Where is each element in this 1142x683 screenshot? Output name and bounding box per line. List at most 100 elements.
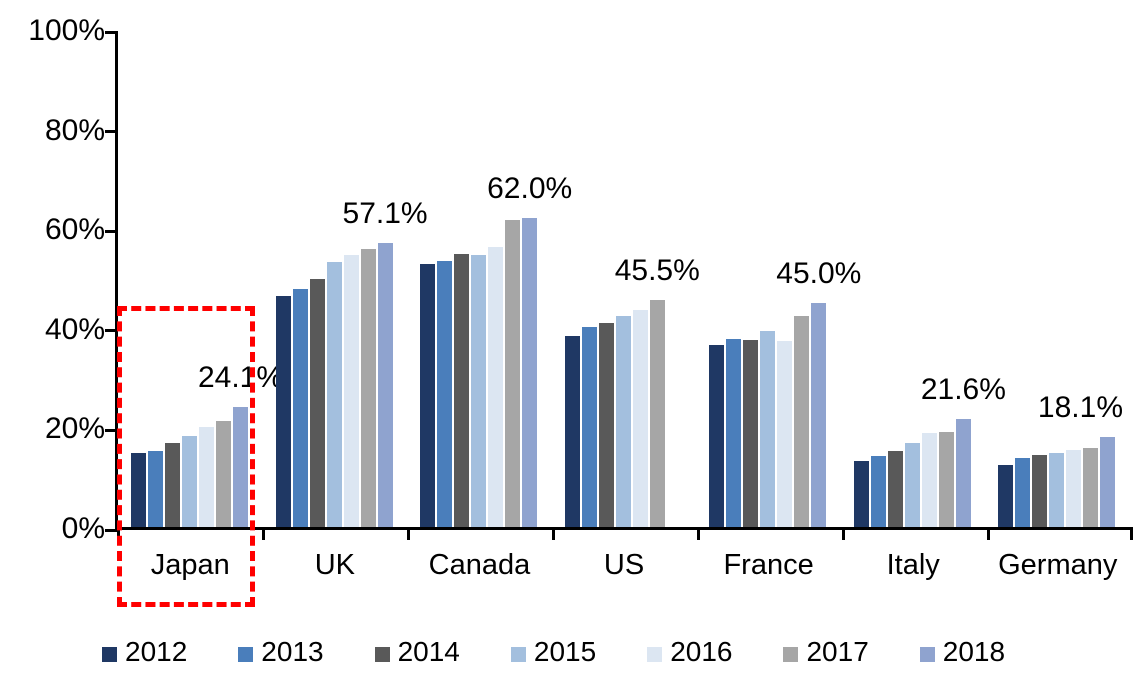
bar-group-japan: 24.1% Japan xyxy=(118,32,283,581)
plot-area: 24.1% Japan 57.1% UK 62.0% Canada 45.5% US 45.0%… xyxy=(105,30,1133,581)
bar-canada-2014 xyxy=(454,254,470,527)
bar-italy-2018 xyxy=(955,419,971,527)
legend-swatch-2016 xyxy=(647,646,663,662)
bar-italy-2012 xyxy=(853,461,869,527)
bar-uk-2012 xyxy=(275,296,291,527)
bar-uk-2018 xyxy=(377,242,393,527)
legend-swatch-2012 xyxy=(102,646,117,662)
x-category-label-us: US xyxy=(603,549,645,581)
x-tick-5 xyxy=(841,527,845,540)
bar-germany-2017 xyxy=(1083,447,1099,527)
legend-item-2016: 2016 xyxy=(647,636,732,668)
bar-canada-2018 xyxy=(522,218,538,527)
bar-uk-2013 xyxy=(292,288,308,527)
bar-france-2018 xyxy=(811,302,827,527)
bar-canada-2016 xyxy=(488,247,504,527)
bar-germany-2015 xyxy=(1049,452,1065,527)
x-category-label-canada: Canada xyxy=(428,549,531,581)
bar-france-2012 xyxy=(709,345,725,527)
legend-label-2013: 2013 xyxy=(261,636,324,667)
x-category-label-japan: Japan xyxy=(150,549,230,581)
y-tick-label-0: 0% xyxy=(61,512,105,545)
legend-swatch-2017 xyxy=(783,646,799,662)
legend-label-2012: 2012 xyxy=(125,636,188,667)
y-tick-label-60: 60% xyxy=(44,213,105,247)
bar-italy-2013 xyxy=(870,456,886,527)
y-tick-100 xyxy=(105,30,118,34)
legend-label-2015: 2015 xyxy=(533,636,597,667)
bar-us-2013 xyxy=(581,326,597,527)
data-label-italy: 21.6% xyxy=(920,373,1006,407)
bar-germany-2013 xyxy=(1015,457,1031,527)
y-tick-60 xyxy=(105,229,118,233)
bar-canada-2012 xyxy=(420,263,436,527)
bar-japan-2014 xyxy=(165,443,180,527)
bar-japan-2013 xyxy=(148,451,163,527)
bar-uk-2015 xyxy=(326,262,342,527)
bar-us-2016 xyxy=(632,310,648,527)
legend-item-2015: 2015 xyxy=(510,636,597,668)
bar-uk-2016 xyxy=(343,254,359,527)
bar-italy-2015 xyxy=(904,442,920,527)
bar-group-france: 45.0% France xyxy=(696,32,861,581)
bar-france-2015 xyxy=(760,331,776,527)
y-tick-label-100: 100% xyxy=(28,14,105,47)
data-label-canada: 62.0% xyxy=(487,172,573,206)
bar-france-2013 xyxy=(726,339,742,527)
bar-group-uk: 57.1% UK xyxy=(263,32,428,581)
bar-japan-2012 xyxy=(131,452,146,527)
legend-item-2017: 2017 xyxy=(783,636,869,668)
bar-us-2015 xyxy=(615,316,631,527)
bar-group-germany: 18.1% Germany xyxy=(985,32,1130,581)
x-category-label-italy: Italy xyxy=(886,549,940,581)
legend-item-2012: 2012 xyxy=(102,636,187,668)
bar-germany-2016 xyxy=(1066,449,1082,527)
bar-us-2014 xyxy=(598,322,614,527)
bar-canada-2017 xyxy=(505,220,521,527)
bar-japan-2018 xyxy=(233,406,248,527)
data-label-us: 45.5% xyxy=(614,254,700,288)
legend: 2012 2013 2014 2015 2016 2017 2018 xyxy=(102,636,1005,668)
legend-swatch-2018 xyxy=(919,646,935,662)
bar-germany-2018 xyxy=(1100,436,1116,527)
bar-uk-2017 xyxy=(360,249,376,527)
bar-italy-2014 xyxy=(887,450,903,527)
x-tick-6 xyxy=(986,527,990,540)
y-tick-label-80: 80% xyxy=(44,113,105,147)
bar-japan-2016 xyxy=(199,426,214,527)
bar-group-canada: 62.0% Canada xyxy=(407,32,572,581)
legend-label-2018: 2018 xyxy=(942,636,1006,667)
bar-canada-2013 xyxy=(437,261,453,527)
data-label-uk: 57.1% xyxy=(342,196,428,230)
x-tick-0 xyxy=(116,527,120,540)
x-tick-2 xyxy=(406,527,410,540)
bar-canada-2015 xyxy=(471,255,487,527)
y-tick-label-40: 40% xyxy=(44,312,105,346)
legend-item-2018: 2018 xyxy=(919,636,1006,668)
data-label-germany: 18.1% xyxy=(1037,390,1124,424)
legend-swatch-2013 xyxy=(238,646,254,662)
y-tick-0 xyxy=(105,528,118,532)
legend-label-2016: 2016 xyxy=(670,636,733,667)
bar-france-2016 xyxy=(777,341,793,527)
bar-france-2014 xyxy=(743,339,759,527)
bar-group-us: 45.5% US xyxy=(552,32,700,581)
bar-germany-2012 xyxy=(998,464,1014,527)
bar-japan-2015 xyxy=(182,436,197,527)
legend-item-2014: 2014 xyxy=(374,636,460,668)
data-label-japan: 24.1% xyxy=(197,360,284,394)
x-category-label-uk: UK xyxy=(314,549,356,581)
x-tick-4 xyxy=(696,527,700,540)
bar-italy-2016 xyxy=(921,432,937,527)
legend-swatch-2014 xyxy=(374,646,390,662)
legend-label-2014: 2014 xyxy=(397,636,460,667)
bar-germany-2014 xyxy=(1032,454,1048,527)
bar-france-2017 xyxy=(794,316,810,527)
y-tick-20 xyxy=(105,428,118,432)
y-tick-40 xyxy=(105,329,118,333)
y-tick-label-20: 20% xyxy=(44,412,105,446)
legend-item-2013: 2013 xyxy=(238,636,324,668)
bar-japan-2017 xyxy=(216,421,231,527)
x-category-label-france: France xyxy=(723,549,814,581)
